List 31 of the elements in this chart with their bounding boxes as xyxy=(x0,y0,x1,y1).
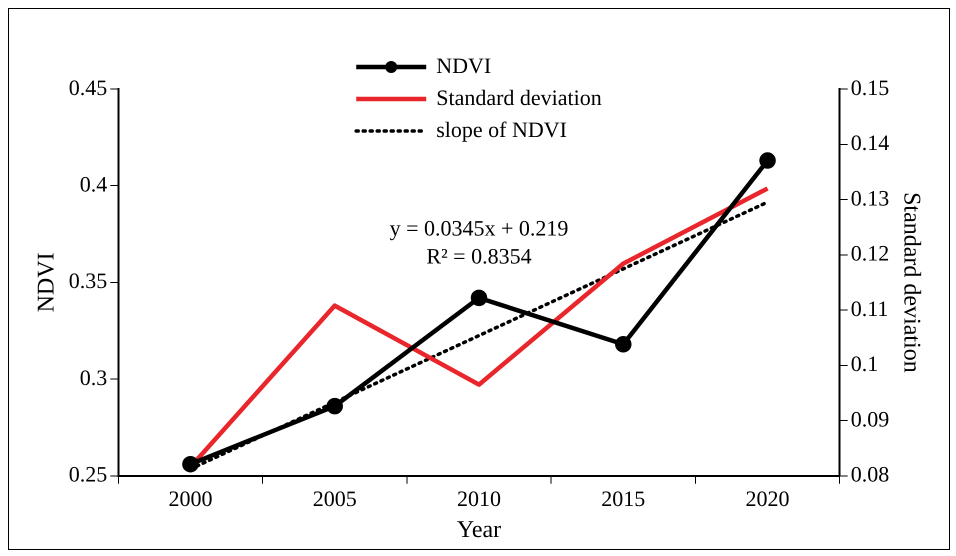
y2-tick-label: 0.08 xyxy=(850,462,890,487)
legend-label: Standard deviation xyxy=(436,84,602,110)
y2-tick-label: 0.11 xyxy=(850,296,888,321)
y2-tick-label: 0.12 xyxy=(850,240,890,266)
y-axis-title: NDVI xyxy=(34,252,60,312)
y-tick-label: 0.45 xyxy=(68,74,108,100)
y2-tick-label: 0.14 xyxy=(850,130,890,156)
y-tick-label: 0.35 xyxy=(68,268,108,294)
y2-axis-title: Standard deviation xyxy=(898,192,924,373)
x-tick-label: 2010 xyxy=(457,486,501,511)
point xyxy=(759,152,776,169)
x-axis-title: Year xyxy=(456,516,502,543)
x-tick-label: 2020 xyxy=(746,486,790,511)
y-tick-label: 0.25 xyxy=(68,462,108,487)
x-tick-label: 2015 xyxy=(601,486,646,511)
annotation: y = 0.0345x + 0.219 xyxy=(390,216,568,240)
y2-tick-label: 0.09 xyxy=(850,406,890,432)
y2-tick-label: 0.15 xyxy=(850,74,890,100)
y-tick-label: 0.3 xyxy=(80,364,108,390)
x-tick-label: 2005 xyxy=(312,486,357,511)
y-tick-label: 0.4 xyxy=(80,171,108,196)
y2-tick-label: 0.13 xyxy=(850,185,890,210)
legend-label: slope of NDVI xyxy=(436,116,567,142)
point xyxy=(182,456,199,472)
x-tick-label: 2000 xyxy=(168,486,212,511)
point xyxy=(326,398,343,414)
annotation: R² = 0.8354 xyxy=(426,244,532,268)
point xyxy=(470,290,488,306)
point xyxy=(615,336,632,353)
y2-tick-label: 0.1 xyxy=(850,351,878,376)
legend-label: NDVI xyxy=(436,52,492,78)
